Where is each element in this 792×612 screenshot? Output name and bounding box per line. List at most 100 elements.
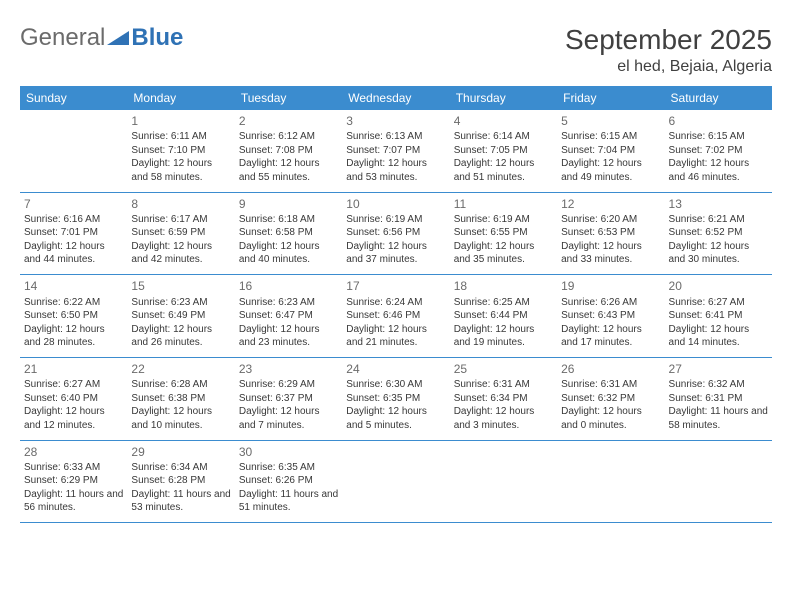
daylight-line: Daylight: 12 hours and 21 minutes. bbox=[346, 323, 445, 350]
day-cell: 25Sunrise: 6:31 AMSunset: 6:34 PMDayligh… bbox=[450, 358, 557, 439]
day-header: Friday bbox=[557, 86, 664, 110]
daylight-line: Daylight: 12 hours and 58 minutes. bbox=[131, 157, 230, 184]
day-cell: 14Sunrise: 6:22 AMSunset: 6:50 PMDayligh… bbox=[20, 275, 127, 356]
day-number: 10 bbox=[346, 196, 445, 212]
sunrise-line: Sunrise: 6:21 AM bbox=[669, 213, 768, 227]
day-number: 16 bbox=[239, 278, 338, 294]
day-cell: 26Sunrise: 6:31 AMSunset: 6:32 PMDayligh… bbox=[557, 358, 664, 439]
daylight-line: Daylight: 12 hours and 42 minutes. bbox=[131, 240, 230, 267]
day-number: 14 bbox=[24, 278, 123, 294]
sunset-line: Sunset: 7:01 PM bbox=[24, 226, 123, 240]
sunrise-line: Sunrise: 6:19 AM bbox=[454, 213, 553, 227]
day-cell: 5Sunrise: 6:15 AMSunset: 7:04 PMDaylight… bbox=[557, 110, 664, 190]
sunrise-line: Sunrise: 6:15 AM bbox=[561, 130, 660, 144]
day-number: 4 bbox=[454, 113, 553, 129]
day-cell: 18Sunrise: 6:25 AMSunset: 6:44 PMDayligh… bbox=[450, 275, 557, 356]
daylight-line: Daylight: 12 hours and 12 minutes. bbox=[24, 405, 123, 432]
daylight-line: Daylight: 12 hours and 53 minutes. bbox=[346, 157, 445, 184]
daylight-line: Daylight: 12 hours and 7 minutes. bbox=[239, 405, 338, 432]
week-separator bbox=[20, 521, 772, 523]
day-cell bbox=[665, 440, 772, 521]
daylight-line: Daylight: 12 hours and 10 minutes. bbox=[131, 405, 230, 432]
daylight-line: Daylight: 11 hours and 53 minutes. bbox=[131, 488, 230, 515]
sunrise-line: Sunrise: 6:16 AM bbox=[24, 213, 123, 227]
day-number: 22 bbox=[131, 361, 230, 377]
day-cell: 29Sunrise: 6:34 AMSunset: 6:28 PMDayligh… bbox=[127, 440, 234, 521]
day-header: Tuesday bbox=[235, 86, 342, 110]
day-number: 27 bbox=[669, 361, 768, 377]
daylight-line: Daylight: 12 hours and 46 minutes. bbox=[669, 157, 768, 184]
logo: General Blue bbox=[20, 24, 183, 52]
sunset-line: Sunset: 6:28 PM bbox=[131, 474, 230, 488]
daylight-line: Daylight: 12 hours and 49 minutes. bbox=[561, 157, 660, 184]
day-cell: 11Sunrise: 6:19 AMSunset: 6:55 PMDayligh… bbox=[450, 192, 557, 273]
week-row: 21Sunrise: 6:27 AMSunset: 6:40 PMDayligh… bbox=[20, 358, 772, 439]
header-row: General Blue September 2025 el hed, Beja… bbox=[20, 24, 772, 76]
sunrise-line: Sunrise: 6:23 AM bbox=[131, 296, 230, 310]
sunset-line: Sunset: 7:05 PM bbox=[454, 144, 553, 158]
sunrise-line: Sunrise: 6:27 AM bbox=[24, 378, 123, 392]
day-header: Monday bbox=[127, 86, 234, 110]
sunset-line: Sunset: 6:31 PM bbox=[669, 392, 768, 406]
day-cell: 12Sunrise: 6:20 AMSunset: 6:53 PMDayligh… bbox=[557, 192, 664, 273]
day-cell: 16Sunrise: 6:23 AMSunset: 6:47 PMDayligh… bbox=[235, 275, 342, 356]
day-cell: 4Sunrise: 6:14 AMSunset: 7:05 PMDaylight… bbox=[450, 110, 557, 190]
sunset-line: Sunset: 6:41 PM bbox=[669, 309, 768, 323]
day-number: 20 bbox=[669, 278, 768, 294]
day-number: 1 bbox=[131, 113, 230, 129]
sunrise-line: Sunrise: 6:33 AM bbox=[24, 461, 123, 475]
sunset-line: Sunset: 6:55 PM bbox=[454, 226, 553, 240]
week-row: 7Sunrise: 6:16 AMSunset: 7:01 PM Daylight… bbox=[20, 192, 772, 273]
sunrise-line: Sunrise: 6:27 AM bbox=[669, 296, 768, 310]
daylight-line: Daylight: 12 hours and 30 minutes. bbox=[669, 240, 768, 267]
sunrise-line: Sunrise: 6:13 AM bbox=[346, 130, 445, 144]
sunrise-line: Sunrise: 6:12 AM bbox=[239, 130, 338, 144]
sunset-line: Sunset: 6:26 PM bbox=[239, 474, 338, 488]
month-title: September 2025 bbox=[565, 24, 772, 56]
sunset-line: Sunset: 6:50 PM bbox=[24, 309, 123, 323]
daylight-line: Daylight: 12 hours and 3 minutes. bbox=[454, 405, 553, 432]
day-cell: 28Sunrise: 6:33 AMSunset: 6:29 PMDayligh… bbox=[20, 440, 127, 521]
daylight-line: Daylight: 12 hours and 14 minutes. bbox=[669, 323, 768, 350]
day-cell: 9Sunrise: 6:18 AMSunset: 6:58 PMDaylight… bbox=[235, 192, 342, 273]
day-cell: 10Sunrise: 6:19 AMSunset: 6:56 PMDayligh… bbox=[342, 192, 449, 273]
day-cell: 6Sunrise: 6:15 AMSunset: 7:02 PMDaylight… bbox=[665, 110, 772, 190]
day-header-row: SundayMondayTuesdayWednesdayThursdayFrid… bbox=[20, 86, 772, 110]
sunset-line: Sunset: 7:07 PM bbox=[346, 144, 445, 158]
sunset-line: Sunset: 6:59 PM bbox=[131, 226, 230, 240]
daylight-line: Daylight: 11 hours and 51 minutes. bbox=[239, 488, 338, 515]
sunset-line: Sunset: 6:49 PM bbox=[131, 309, 230, 323]
day-number: 8 bbox=[131, 196, 230, 212]
sunrise-line: Sunrise: 6:34 AM bbox=[131, 461, 230, 475]
title-block: September 2025 el hed, Bejaia, Algeria bbox=[565, 24, 772, 76]
calendar-table: SundayMondayTuesdayWednesdayThursdayFrid… bbox=[20, 86, 772, 523]
sunset-line: Sunset: 6:58 PM bbox=[239, 226, 338, 240]
sunrise-line: Sunrise: 6:23 AM bbox=[239, 296, 338, 310]
sunrise-line: Sunrise: 6:19 AM bbox=[346, 213, 445, 227]
sunrise-line: Sunrise: 6:24 AM bbox=[346, 296, 445, 310]
logo-text-general: General bbox=[20, 24, 105, 52]
sunrise-line: Sunrise: 6:15 AM bbox=[669, 130, 768, 144]
day-number: 5 bbox=[561, 113, 660, 129]
day-cell bbox=[450, 440, 557, 521]
sunset-line: Sunset: 6:35 PM bbox=[346, 392, 445, 406]
day-cell bbox=[342, 440, 449, 521]
daylight-line: Daylight: 12 hours and 5 minutes. bbox=[346, 405, 445, 432]
day-header: Sunday bbox=[20, 86, 127, 110]
day-number: 29 bbox=[131, 444, 230, 460]
sunset-line: Sunset: 6:40 PM bbox=[24, 392, 123, 406]
sunset-line: Sunset: 6:53 PM bbox=[561, 226, 660, 240]
sunset-line: Sunset: 6:38 PM bbox=[131, 392, 230, 406]
week-row: 28Sunrise: 6:33 AMSunset: 6:29 PMDayligh… bbox=[20, 440, 772, 521]
day-number: 7 bbox=[24, 196, 123, 212]
day-number: 17 bbox=[346, 278, 445, 294]
sunset-line: Sunset: 6:29 PM bbox=[24, 474, 123, 488]
logo-triangle-icon bbox=[107, 29, 129, 47]
day-cell: 15Sunrise: 6:23 AMSunset: 6:49 PMDayligh… bbox=[127, 275, 234, 356]
sunset-line: Sunset: 6:34 PM bbox=[454, 392, 553, 406]
sunset-line: Sunset: 7:02 PM bbox=[669, 144, 768, 158]
day-number: 9 bbox=[239, 196, 338, 212]
week-row: 14Sunrise: 6:22 AMSunset: 6:50 PMDayligh… bbox=[20, 275, 772, 356]
daylight-line: Daylight: 12 hours and 55 minutes. bbox=[239, 157, 338, 184]
sunrise-line: Sunrise: 6:11 AM bbox=[131, 130, 230, 144]
